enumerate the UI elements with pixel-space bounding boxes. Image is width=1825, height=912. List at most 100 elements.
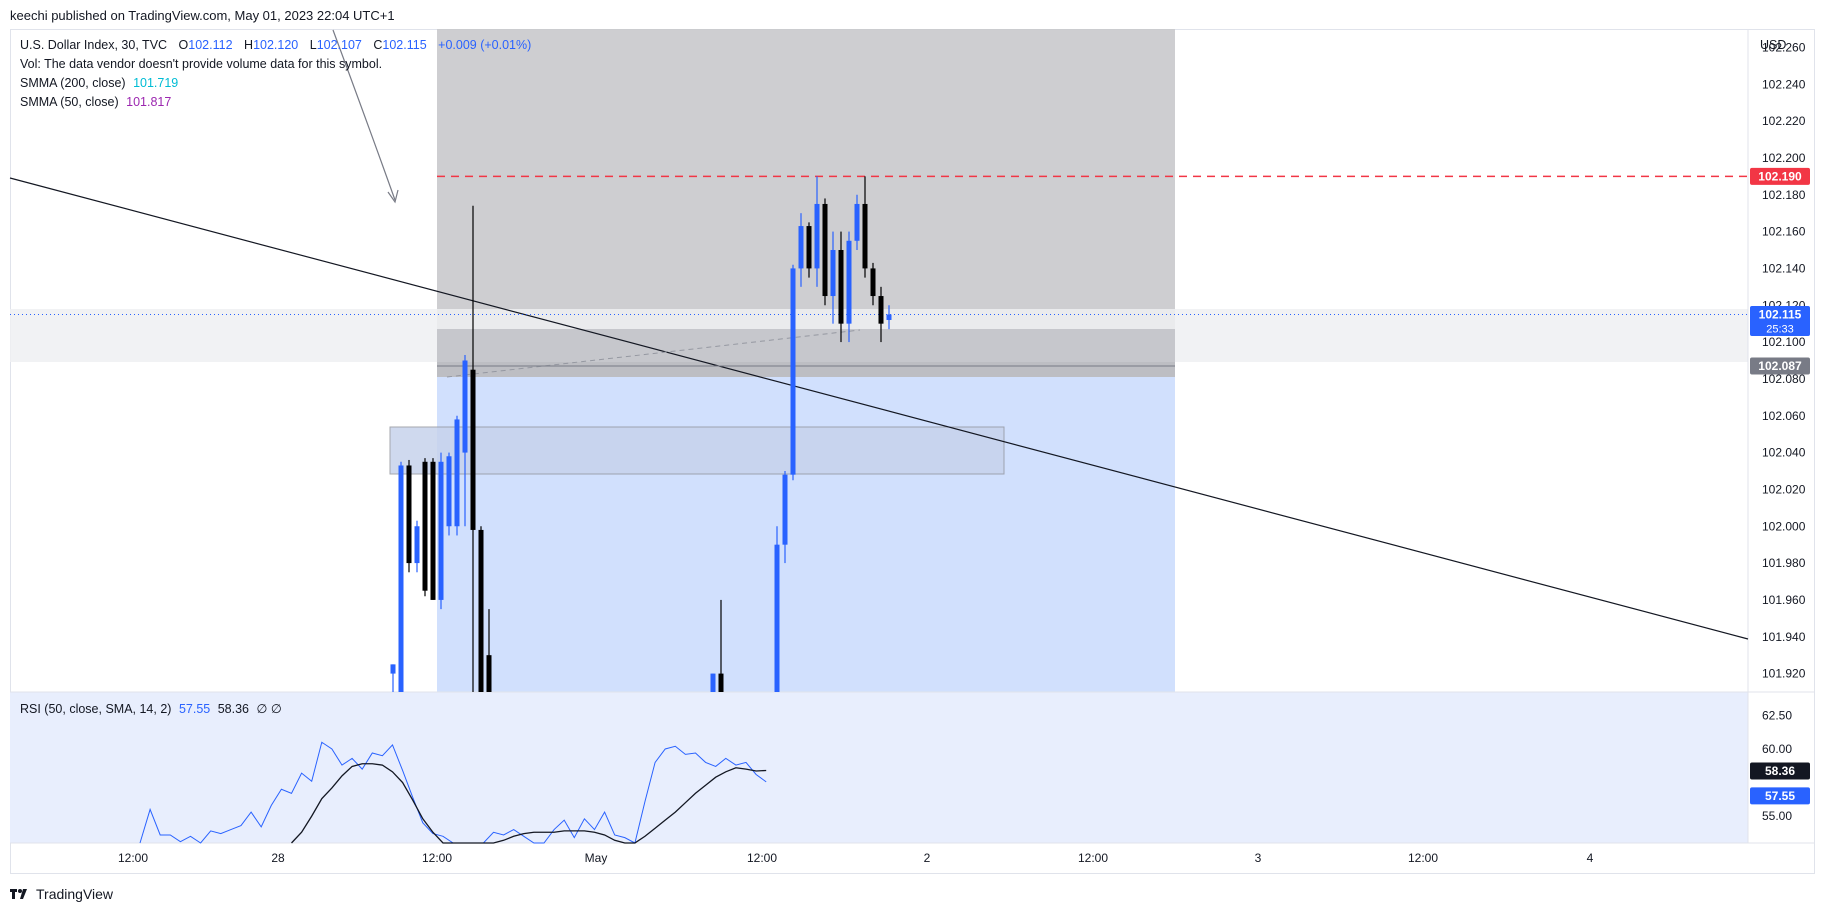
open-label: O (178, 38, 189, 52)
published-header: keechi published on TradingView.com, May… (10, 8, 395, 23)
smma200-label: SMMA (200, close) (20, 76, 126, 90)
candle-body[interactable] (846, 240, 852, 324)
time-tick-label: 12:00 (747, 851, 777, 865)
entry-overlap-band (437, 329, 1175, 377)
rsi-tick-label: 62.50 (1762, 708, 1792, 722)
time-axis: 12:00 28 12:00 May 12:00 2 12:00 3 12:00 4 (118, 851, 1594, 865)
arrow-annotation[interactable] (332, 29, 396, 201)
rsi-ma-tag[interactable]: 58.36 (1765, 764, 1795, 778)
candle-body[interactable] (438, 461, 444, 600)
time-tick-label: 12:00 (118, 851, 148, 865)
low-value: 102.107 (316, 38, 362, 52)
rsi-tick-label: 55.00 (1762, 809, 1792, 823)
candle-body[interactable] (838, 250, 844, 324)
candle-body[interactable] (390, 664, 396, 674)
rsi-tag-bg (1750, 787, 1810, 805)
candle-body[interactable] (454, 419, 460, 527)
candle-body[interactable] (486, 655, 492, 692)
price-tick-label: 101.920 (1762, 667, 1806, 681)
candle-body[interactable] (462, 360, 468, 453)
candle-body[interactable] (470, 369, 476, 530)
time-tick-label: 3 (1255, 851, 1262, 865)
rsi-ma-tag-bg (1750, 762, 1810, 780)
profit-zone[interactable] (437, 377, 1175, 692)
time-tick-label: 12:00 (422, 851, 452, 865)
candle-body[interactable] (774, 544, 780, 692)
ohlc-legend[interactable]: U.S. Dollar Index, 30, TVC O102.112 H102… (20, 38, 531, 52)
candle-body[interactable] (854, 203, 860, 241)
candle-body[interactable] (422, 461, 428, 591)
candle-body[interactable] (430, 461, 436, 600)
current-price-tag-countdown: 25:33 (1766, 323, 1794, 335)
currency-label[interactable]: USD (1760, 38, 1787, 52)
price-tick-label: 102.060 (1762, 409, 1806, 423)
candle-body[interactable] (414, 526, 420, 564)
price-tick-label: 102.260 (1762, 40, 1806, 54)
demand-box[interactable] (389, 426, 1005, 475)
current-price-tag[interactable]: 102.115 (1759, 307, 1802, 321)
smma50-value: 101.817 (126, 95, 172, 109)
smma200-legend[interactable]: SMMA (200, close) 101.719 (20, 76, 178, 90)
rsi-ma-value: 58.36 (217, 702, 249, 716)
high-label: H (244, 38, 254, 52)
volume-note: Vol: The data vendor doesn't provide vol… (20, 57, 383, 71)
close-value: 102.115 (382, 38, 427, 52)
time-tick-label: 12:00 (1078, 851, 1108, 865)
change-value: +0.009 (+0.01%) (438, 38, 532, 52)
high-value: 102.120 (253, 38, 299, 52)
price-tick-label: 102.200 (1762, 151, 1806, 165)
candle-body[interactable] (790, 268, 796, 475)
candle-body[interactable] (886, 314, 892, 320)
candle-body[interactable] (798, 226, 804, 269)
candle-body[interactable] (862, 203, 868, 269)
price-tags: 102.190 102.115 25:33 102.087 58.36 57.55 (1750, 167, 1810, 805)
low-label: L (309, 38, 317, 52)
rsi-tag[interactable]: 57.55 (1765, 789, 1795, 803)
smma200-value: 101.719 (133, 76, 179, 90)
price-tick-label: 102.000 (1762, 519, 1806, 533)
open-value: 102.112 (188, 38, 233, 52)
price-tick-label: 102.100 (1762, 335, 1806, 349)
candle-body[interactable] (478, 529, 484, 692)
candle-body[interactable] (398, 465, 404, 692)
symbol-name[interactable]: U.S. Dollar Index, 30, TVC (20, 38, 168, 52)
price-tick-label: 101.960 (1762, 593, 1806, 607)
candle-body[interactable] (718, 673, 724, 692)
time-tick-label: May (585, 851, 608, 865)
candle-body[interactable] (870, 268, 876, 297)
candle-body[interactable] (806, 226, 812, 269)
price-tick-label: 102.040 (1762, 446, 1806, 460)
price-tick-label: 102.180 (1762, 188, 1806, 202)
candle-body[interactable] (830, 250, 836, 297)
candle-body[interactable] (878, 296, 884, 324)
price-tick-label: 102.020 (1762, 482, 1806, 496)
candles-group (390, 176, 892, 692)
rsi-value: 57.55 (178, 702, 211, 716)
price-tick-label: 102.080 (1762, 372, 1806, 386)
entry-price-tag[interactable]: 102.087 (1758, 359, 1802, 373)
trend-line[interactable] (9, 177, 1749, 640)
candle-body[interactable] (406, 465, 412, 564)
candle-body[interactable] (446, 456, 452, 527)
smma50-legend[interactable]: SMMA (50, close) 101.817 (20, 95, 171, 109)
candle-body[interactable] (822, 203, 828, 297)
rsi-legend[interactable]: RSI (50, close, SMA, 14, 2) 57.55 58.36 … (20, 701, 282, 716)
red-level-tag[interactable]: 102.190 (1758, 169, 1802, 183)
footer-brand[interactable]: TradingView (10, 886, 113, 902)
candle-body[interactable] (814, 203, 820, 269)
price-tick-label: 101.980 (1762, 556, 1806, 570)
price-tick-label: 102.240 (1762, 77, 1806, 91)
arrow-head-icon (387, 189, 399, 204)
candle-body[interactable] (782, 474, 788, 545)
time-tick-label: 4 (1587, 851, 1594, 865)
current-price-tag-bg (1750, 305, 1810, 336)
rsi-tick-label: 60.00 (1762, 742, 1792, 756)
candle-body[interactable] (710, 673, 716, 692)
rsi-group (139, 741, 767, 844)
footer-brand-text: TradingView (36, 886, 114, 902)
close-label: C (373, 38, 383, 52)
time-tick-label: 12:00 (1408, 851, 1438, 865)
time-tick-label: 28 (271, 851, 285, 865)
price-tick-label: 102.140 (1762, 261, 1806, 275)
